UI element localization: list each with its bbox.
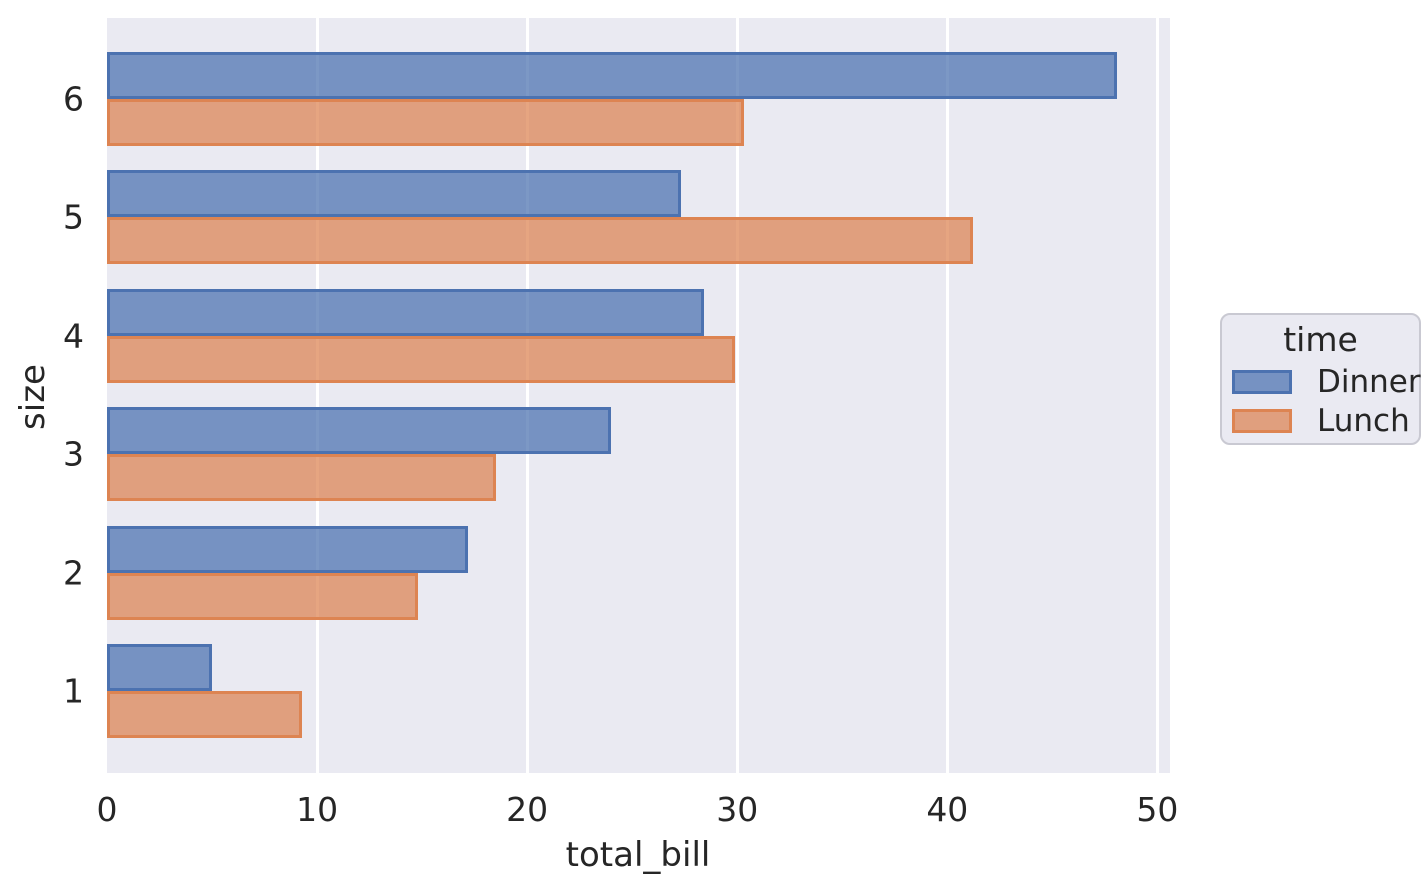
gridline-20 <box>525 18 529 773</box>
x-tick-10: 10 <box>296 790 339 829</box>
y-tick-6: 6 <box>63 79 84 119</box>
gridline-10 <box>315 18 319 773</box>
bar-dinner-size-1 <box>107 644 213 691</box>
legend-label-dinner: Dinner <box>1317 363 1421 400</box>
legend: time Dinner Lunch <box>1220 313 1421 445</box>
x-tick-0: 0 <box>96 790 118 829</box>
legend-title: time <box>1283 320 1358 359</box>
bar-lunch-size-4 <box>107 335 736 383</box>
x-tick-50: 50 <box>1136 790 1179 829</box>
x-tick-40: 40 <box>926 790 969 829</box>
legend-item-lunch: Lunch <box>1222 402 1419 439</box>
legend-swatch-lunch <box>1232 409 1292 434</box>
bar-lunch-size-5 <box>107 217 973 265</box>
bar-lunch-size-1 <box>107 691 303 738</box>
y-tick-2: 2 <box>63 553 84 593</box>
bar-dinner-size-2 <box>107 525 469 573</box>
x-tick-20: 20 <box>506 790 549 829</box>
x-axis-label: total_bill <box>565 835 711 875</box>
y-tick-3: 3 <box>63 434 84 474</box>
y-axis-label: size <box>13 364 53 430</box>
y-tick-1: 1 <box>63 671 84 711</box>
gridline-50 <box>1155 18 1159 773</box>
bar-lunch-size-6 <box>107 99 744 146</box>
bar-dinner-size-6 <box>107 52 1118 99</box>
legend-swatch-dinner <box>1232 370 1292 395</box>
plot-area <box>107 18 1170 773</box>
bar-lunch-size-3 <box>107 454 496 502</box>
bar-dinner-size-3 <box>107 407 612 455</box>
bar-dinner-size-4 <box>107 288 704 336</box>
bar-dinner-size-5 <box>107 170 681 218</box>
legend-label-lunch: Lunch <box>1317 402 1410 439</box>
gridline-40 <box>945 18 949 773</box>
y-tick-5: 5 <box>63 197 84 237</box>
legend-item-dinner: Dinner <box>1222 363 1421 400</box>
x-tick-30: 30 <box>716 790 759 829</box>
bar-lunch-size-2 <box>107 572 418 620</box>
gridline-30 <box>735 18 739 773</box>
y-tick-4: 4 <box>63 316 84 356</box>
